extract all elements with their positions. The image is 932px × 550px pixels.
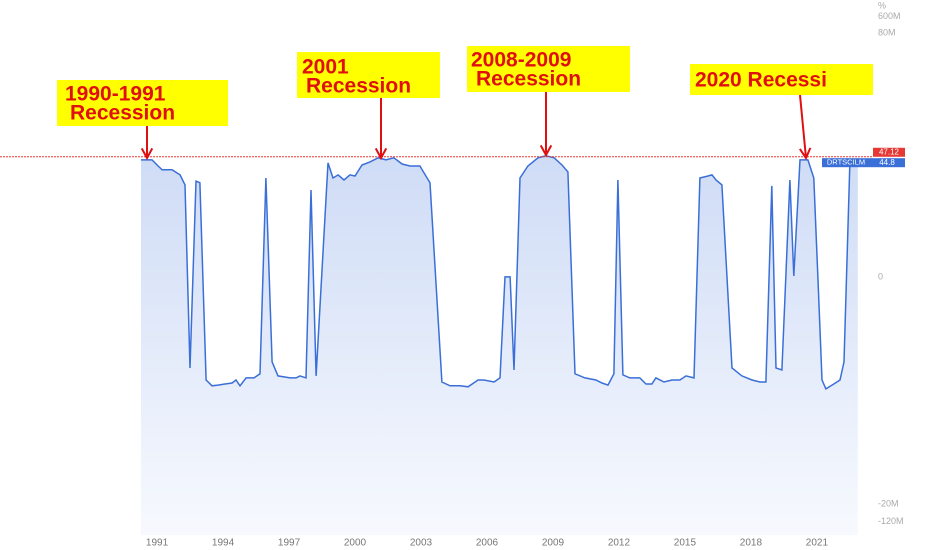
- y-unit: %: [878, 0, 886, 10]
- y-tick-label: -20M: [878, 498, 899, 508]
- line: [141, 155, 858, 390]
- x-tick-label: 1997: [278, 538, 301, 549]
- price-label: 47.12: [879, 147, 900, 156]
- x-tick-label: 2009: [542, 538, 565, 549]
- annotation-text: Recession: [306, 75, 411, 98]
- y-tick-label: 600M: [878, 11, 901, 21]
- annotation-box: [690, 64, 873, 95]
- series-name: DRTSCILM: [827, 158, 865, 167]
- x-tick-label: 2012: [608, 538, 631, 549]
- y-tick-label: -120M: [878, 516, 904, 526]
- x-tick-label: 1991: [146, 538, 169, 549]
- last-value: 44.8: [879, 158, 895, 167]
- arrow-head: [539, 144, 553, 158]
- annotation-text: 2001: [302, 56, 349, 79]
- x-tick-label: 2021: [806, 538, 829, 549]
- annotation-box: [57, 80, 228, 126]
- annotation-text: Recession: [70, 102, 175, 125]
- arrow-shaft: [799, 94, 807, 159]
- annotation-text: 2008-2009: [471, 49, 571, 72]
- x-tick-label: 2006: [476, 538, 499, 549]
- series-name-bg: [822, 158, 870, 168]
- annotation: 2020 Recessi: [690, 64, 873, 95]
- x-tick-label: 2015: [674, 538, 697, 549]
- arrow-head: [374, 147, 388, 161]
- annotation-box: [467, 46, 630, 92]
- x-tick-label: 2003: [410, 538, 433, 549]
- last-value-bg: [870, 158, 905, 168]
- annotation-box: [297, 52, 440, 98]
- annotation-text: 1990-1991: [65, 83, 166, 106]
- area-fill: [141, 155, 858, 536]
- arrow-head: [799, 147, 812, 161]
- y-tick-label: 0: [878, 271, 883, 281]
- x-tick-label: 1994: [212, 538, 235, 549]
- arrow-head: [140, 147, 154, 161]
- x-tick-label: 2000: [344, 538, 367, 549]
- y-tick-label: 80M: [878, 27, 896, 37]
- annotation-text: Recession: [476, 68, 581, 91]
- x-tick-label: 2018: [740, 538, 763, 549]
- annotation-text: 2020 Recessi: [695, 69, 827, 92]
- price-label-bg: [873, 147, 905, 157]
